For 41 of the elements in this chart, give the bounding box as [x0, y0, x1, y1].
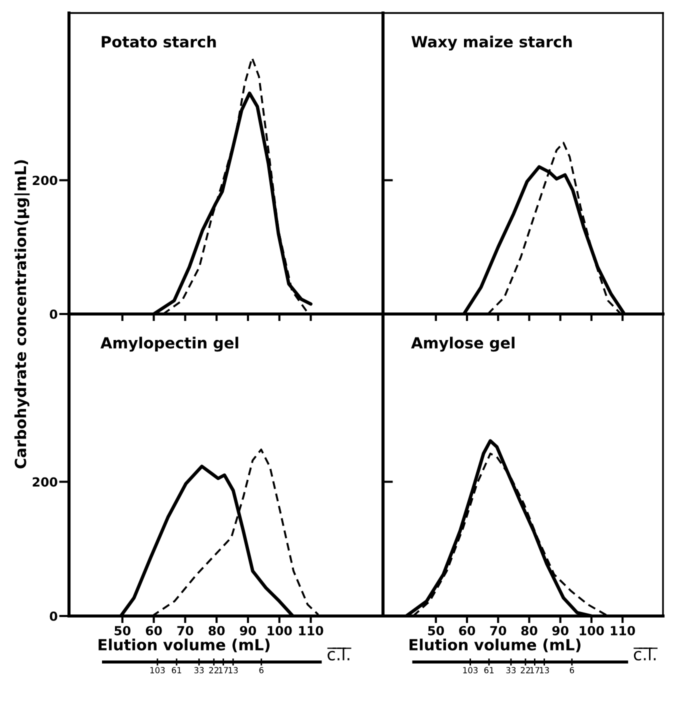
x2-tick-label: 61: [172, 667, 182, 674]
y-axis-title: Carbohydrate concentration(µg|mL): [14, 160, 30, 468]
x2-tick-label: 22: [520, 667, 530, 674]
x-tick-label: 50: [114, 626, 130, 636]
x-tick-label: 60: [146, 626, 162, 636]
x-tick-label: 90: [552, 626, 568, 636]
y-tick-label: 200: [32, 477, 58, 487]
x-tick-label: 90: [240, 626, 256, 636]
x2-tick-label: 33: [194, 667, 204, 674]
y-tick-label: 0: [50, 309, 58, 319]
x2-tick-label: 103: [150, 667, 165, 674]
text: Potato starch: [102, 36, 216, 48]
x-tick-label: 80: [208, 626, 225, 636]
x-tick-label: 100: [268, 626, 292, 636]
x2-tick-label: 33: [506, 667, 516, 674]
x-tick-label: 70: [490, 626, 506, 636]
x-tick-label: 60: [459, 626, 476, 636]
x2-tick-label: 6: [259, 667, 264, 674]
x2-tick-label: 6: [570, 667, 574, 674]
x2-tick-label: 17: [218, 667, 228, 674]
x-tick-label: 50: [428, 626, 444, 636]
x2-tick-label: 61: [484, 667, 494, 674]
text: Amylose gel: [411, 336, 514, 352]
x2-axis-title: c̅.̅l̅.̅: [634, 648, 658, 660]
x-tick-label: 110: [610, 626, 636, 636]
x2-tick-label: 13: [228, 667, 238, 674]
x-tick-label: 110: [299, 626, 324, 636]
text: Waxy maize starch: [411, 36, 572, 51]
x-axis-title: Elution volume (mL): [410, 638, 580, 652]
x-tick-label: 80: [521, 626, 538, 636]
y-tick-label: 0: [50, 611, 58, 621]
x2-tick-label: 17: [530, 667, 540, 674]
x-axis-title: Elution volume (mL): [98, 638, 270, 652]
x2-tick-label: 22: [209, 667, 218, 674]
text: Amylopectin gel: [100, 336, 238, 352]
y-tick-label: 200: [32, 176, 58, 186]
x2-tick-label: 13: [540, 667, 549, 674]
x2-axis-title: c̅.̅l̅.̅: [327, 648, 352, 660]
x2-tick-label: 103: [463, 667, 478, 674]
x-tick-label: 100: [580, 626, 604, 636]
x-tick-label: 70: [177, 626, 194, 636]
